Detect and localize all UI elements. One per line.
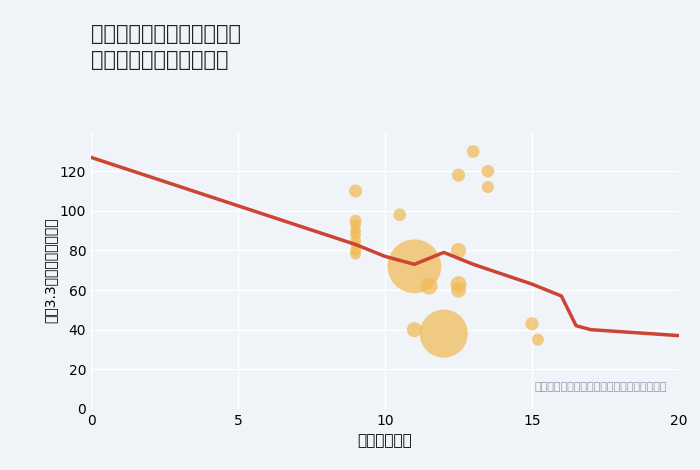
Point xyxy=(350,251,361,258)
Point xyxy=(350,237,361,244)
Text: 愛知県尾張旭市瀬戸川町の
駅距離別中古戸建て価格: 愛知県尾張旭市瀬戸川町の 駅距離別中古戸建て価格 xyxy=(91,24,241,70)
Point xyxy=(453,247,464,254)
Text: 円の大きさは、取引のあった物件面積を示す: 円の大きさは、取引のあった物件面積を示す xyxy=(535,382,667,392)
Point xyxy=(350,227,361,235)
Point xyxy=(350,241,361,248)
X-axis label: 駅距離（分）: 駅距離（分） xyxy=(358,433,412,448)
Point xyxy=(350,247,361,254)
Point xyxy=(482,183,493,191)
Point xyxy=(438,330,449,337)
Point xyxy=(468,148,479,155)
Y-axis label: 坪（3.3㎡）単価（万円）: 坪（3.3㎡）単価（万円） xyxy=(43,218,57,323)
Point xyxy=(350,221,361,228)
Point xyxy=(409,263,420,270)
Point xyxy=(453,280,464,288)
Point xyxy=(350,231,361,238)
Point xyxy=(394,211,405,219)
Point xyxy=(453,286,464,294)
Point xyxy=(532,336,543,343)
Point xyxy=(350,217,361,225)
Point xyxy=(453,172,464,179)
Point xyxy=(409,326,420,333)
Point xyxy=(482,167,493,175)
Point xyxy=(526,320,538,328)
Point xyxy=(350,187,361,195)
Point xyxy=(424,282,435,290)
